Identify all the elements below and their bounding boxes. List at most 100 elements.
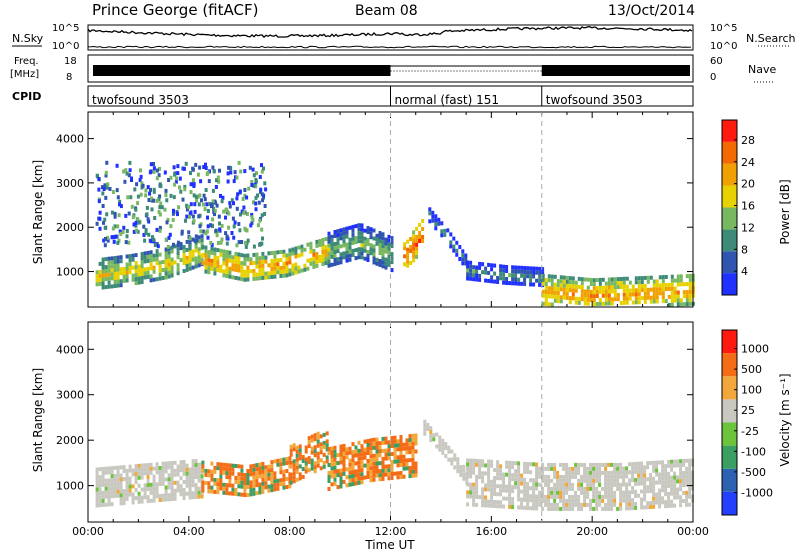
heatmap-cell — [158, 194, 162, 199]
heatmap-cell — [243, 188, 247, 192]
heatmap-cell — [173, 244, 177, 249]
heatmap-cell — [565, 470, 569, 475]
heatmap-cell — [643, 283, 647, 288]
heatmap-cell — [140, 272, 144, 276]
heatmap-cell — [625, 494, 629, 499]
heatmap-cell — [128, 160, 132, 165]
heatmap-cell — [550, 466, 554, 471]
heatmap-cell — [245, 241, 249, 246]
heatmap-cell — [110, 478, 114, 483]
heatmap-cell — [279, 270, 283, 274]
heatmap-cell — [125, 171, 129, 176]
heatmap-cell — [144, 193, 148, 198]
heatmap-cell — [418, 231, 422, 235]
heatmap-cell — [134, 273, 138, 278]
heatmap-cell — [526, 486, 530, 490]
heatmap-cell — [233, 220, 237, 225]
heatmap-cell — [384, 452, 388, 457]
freq-strip: Freq. [MHz] 18 8 60 0 Nave — [10, 54, 776, 83]
heatmap-cell — [363, 248, 367, 253]
heatmap-cell — [443, 228, 447, 233]
heatmap-cell — [544, 482, 548, 487]
heatmap-cell — [351, 248, 355, 253]
heatmap-cell — [613, 494, 617, 499]
heatmap-cell — [348, 470, 352, 475]
heatmap-cell — [294, 270, 298, 275]
heatmap-cell — [387, 238, 391, 243]
heatmap-cell — [363, 455, 367, 460]
heatmap-cell — [321, 258, 325, 262]
heatmap-cell — [456, 469, 460, 474]
heatmap-cell — [538, 482, 542, 487]
heatmap-cell — [640, 276, 644, 281]
heatmap-cell — [185, 479, 189, 484]
freq-tick-top: 18 — [64, 56, 77, 67]
heatmap-cell — [529, 278, 533, 283]
heatmap-cell — [128, 476, 132, 481]
heatmap-cell — [235, 243, 239, 248]
heatmap-cell — [598, 285, 602, 290]
heatmap-cell — [351, 252, 355, 257]
heatmap-cell — [520, 501, 524, 506]
heatmap-cell — [330, 462, 334, 467]
heatmap-cell — [137, 280, 141, 285]
heatmap-cell — [251, 217, 255, 222]
heatmap-cell — [104, 173, 108, 178]
heatmap-cell — [197, 255, 201, 260]
heatmap-cell — [408, 458, 412, 463]
heatmap-cell — [152, 482, 156, 487]
heatmap-cell — [673, 294, 677, 299]
heatmap-cell — [438, 447, 442, 452]
heatmap-cell — [200, 198, 203, 203]
heatmap-cell — [670, 503, 674, 508]
heatmap-cell — [437, 221, 441, 226]
heatmap-cell — [604, 301, 608, 306]
heatmap-cell — [158, 494, 162, 498]
heatmap-cell — [197, 486, 201, 491]
heatmap-cell — [565, 478, 569, 483]
heatmap-cell — [396, 447, 400, 452]
heatmap-cell — [526, 274, 530, 279]
heatmap-cell — [207, 254, 211, 259]
heatmap-cell — [538, 466, 542, 471]
heatmap-cell — [625, 276, 629, 281]
heatmap-cell — [607, 490, 611, 495]
heatmap-cell — [360, 476, 364, 481]
heatmap-cell — [152, 253, 156, 258]
heatmap-cell — [652, 496, 656, 501]
heatmap-cell — [185, 263, 189, 268]
heatmap-cell — [339, 244, 343, 249]
heatmap-cell — [559, 474, 563, 479]
nsky-tick-top: 10^5 — [52, 23, 79, 34]
heatmap-cell — [240, 277, 244, 282]
heatmap-cell — [411, 469, 415, 474]
power-colorbar-frame — [721, 119, 738, 296]
heatmap-cell — [348, 253, 352, 258]
heatmap-cell — [119, 473, 123, 478]
heatmap-cell — [149, 250, 153, 255]
heatmap-cell — [643, 295, 647, 300]
heatmap-cell — [369, 462, 373, 467]
heatmap-cell — [210, 473, 214, 478]
heatmap-cell — [215, 233, 219, 238]
heatmap-cell — [315, 243, 319, 248]
heatmap-cell — [198, 165, 202, 170]
heatmap-cell — [547, 498, 551, 503]
heatmap-cell — [258, 466, 262, 471]
heatmap-cell — [601, 277, 605, 282]
velocity-colorbar-blocks — [722, 330, 737, 515]
heatmap-cell — [342, 227, 346, 232]
heatmap-cell — [336, 229, 340, 234]
heatmap-cell — [610, 470, 614, 475]
heatmap-cell — [140, 260, 144, 264]
cpid-segment-label: normal (fast) 151 — [395, 93, 499, 107]
heatmap-cell — [520, 489, 524, 494]
heatmap-cell — [640, 505, 644, 510]
heatmap-cell — [252, 471, 256, 476]
heatmap-cell — [523, 493, 527, 498]
heatmap-cell — [113, 485, 117, 490]
heatmap-cell — [134, 261, 138, 266]
heatmap-cell — [559, 490, 563, 495]
heatmap-cell — [472, 486, 476, 491]
heatmap-cell — [414, 449, 418, 454]
